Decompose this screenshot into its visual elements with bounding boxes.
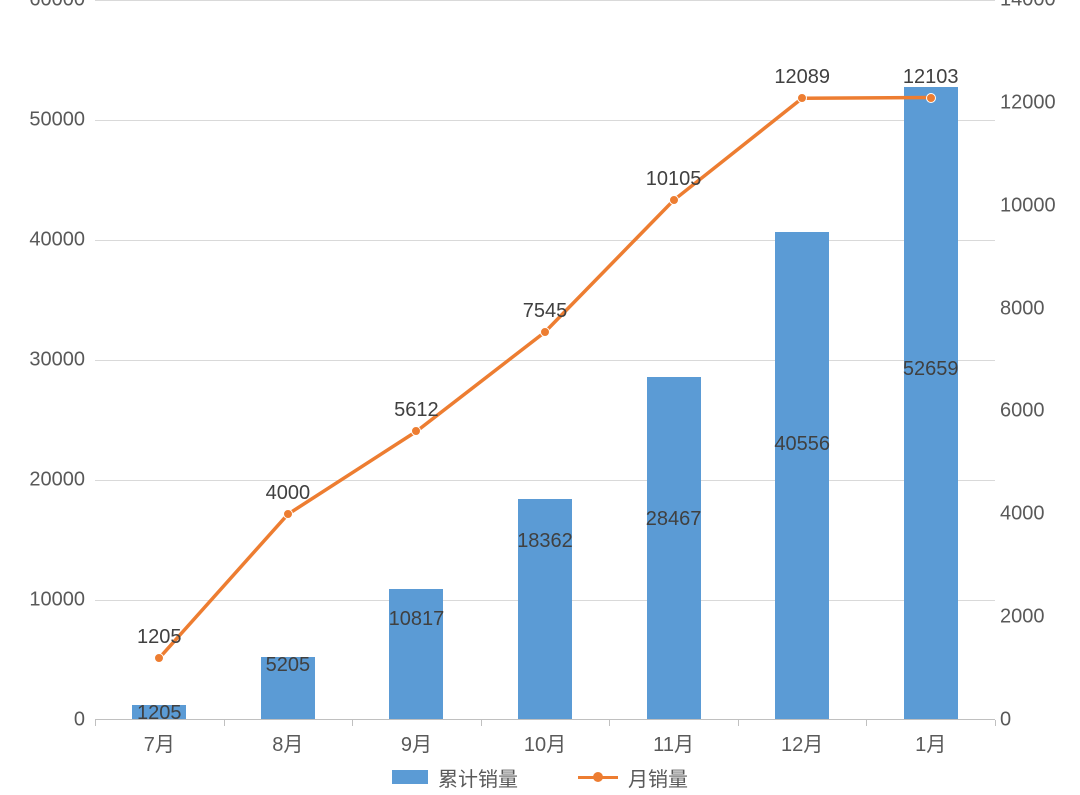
y-tick-left: 60000 bbox=[20, 0, 85, 12]
line-marker bbox=[540, 327, 550, 337]
y-tick-right: 14000 bbox=[1000, 0, 1060, 12]
y-tick-left: 40000 bbox=[20, 229, 85, 252]
y-tick-right: 4000 bbox=[1000, 503, 1060, 526]
gridline bbox=[95, 240, 995, 241]
x-tick-mark bbox=[481, 720, 482, 726]
x-tick-mark bbox=[738, 720, 739, 726]
gridline bbox=[95, 120, 995, 121]
line-marker bbox=[283, 509, 293, 519]
y-tick-left: 10000 bbox=[20, 589, 85, 612]
bar-data-label: 28467 bbox=[646, 508, 702, 531]
bar-data-label: 40556 bbox=[774, 433, 830, 456]
x-tick-mark bbox=[866, 720, 867, 726]
line-data-label: 12089 bbox=[774, 66, 830, 89]
line-marker bbox=[797, 93, 807, 103]
line-data-label: 7545 bbox=[523, 300, 568, 323]
plot-area: 1205520510817183622846740556526591205400… bbox=[95, 0, 995, 720]
bar bbox=[904, 87, 958, 719]
line-data-label: 4000 bbox=[266, 482, 311, 505]
x-tick-label: 10月 bbox=[524, 728, 566, 757]
legend-item-line: 月销量 bbox=[578, 763, 688, 792]
gridline bbox=[95, 0, 995, 1]
x-tick-mark bbox=[609, 720, 610, 726]
bar-data-label: 1205 bbox=[137, 702, 182, 725]
y-tick-right: 0 bbox=[1000, 709, 1060, 732]
legend-bar-label: 累计销量 bbox=[438, 763, 518, 792]
y-tick-right: 12000 bbox=[1000, 91, 1060, 114]
x-tick-mark bbox=[95, 720, 96, 726]
y-tick-right: 2000 bbox=[1000, 606, 1060, 629]
legend-item-bar: 累计销量 bbox=[392, 763, 518, 792]
bar bbox=[775, 232, 829, 719]
line-data-label: 5612 bbox=[394, 399, 439, 422]
x-tick-mark bbox=[224, 720, 225, 726]
x-tick-label: 7月 bbox=[144, 728, 175, 757]
bar-data-label: 18362 bbox=[517, 530, 573, 553]
gridline bbox=[95, 360, 995, 361]
y-tick-left: 30000 bbox=[20, 349, 85, 372]
bar-data-label: 52659 bbox=[903, 358, 959, 381]
x-tick-label: 9月 bbox=[401, 728, 432, 757]
line-marker bbox=[926, 93, 936, 103]
line-marker bbox=[154, 653, 164, 663]
y-tick-left: 50000 bbox=[20, 109, 85, 132]
y-tick-right: 6000 bbox=[1000, 400, 1060, 423]
legend-line-swatch bbox=[578, 776, 618, 779]
line-data-label: 10105 bbox=[646, 168, 702, 191]
x-tick-label: 12月 bbox=[781, 728, 823, 757]
y-tick-left: 20000 bbox=[20, 469, 85, 492]
y-tick-right: 8000 bbox=[1000, 297, 1060, 320]
bar bbox=[647, 377, 701, 719]
line-data-label: 12103 bbox=[903, 66, 959, 89]
x-tick-label: 1月 bbox=[915, 728, 946, 757]
x-tick-mark bbox=[995, 720, 996, 726]
x-tick-mark bbox=[352, 720, 353, 726]
sales-combo-chart: 1205 5205 10817 18362 28467 40556 52659 1205 400… bbox=[0, 0, 1080, 795]
bar-data-label: 5205 bbox=[266, 654, 311, 677]
x-tick-label: 8月 bbox=[272, 728, 303, 757]
line-marker bbox=[669, 195, 679, 205]
legend: 累计销量 月销量 bbox=[0, 762, 1080, 792]
line-data-label: 1205 bbox=[137, 626, 182, 649]
line-marker bbox=[411, 426, 421, 436]
legend-line-label: 月销量 bbox=[628, 763, 688, 792]
y-tick-right: 10000 bbox=[1000, 194, 1060, 217]
legend-bar-swatch bbox=[392, 770, 428, 784]
x-tick-label: 11月 bbox=[653, 728, 694, 757]
gridline bbox=[95, 480, 995, 481]
bar-data-label: 10817 bbox=[389, 608, 445, 631]
y-tick-left: 0 bbox=[20, 709, 85, 732]
